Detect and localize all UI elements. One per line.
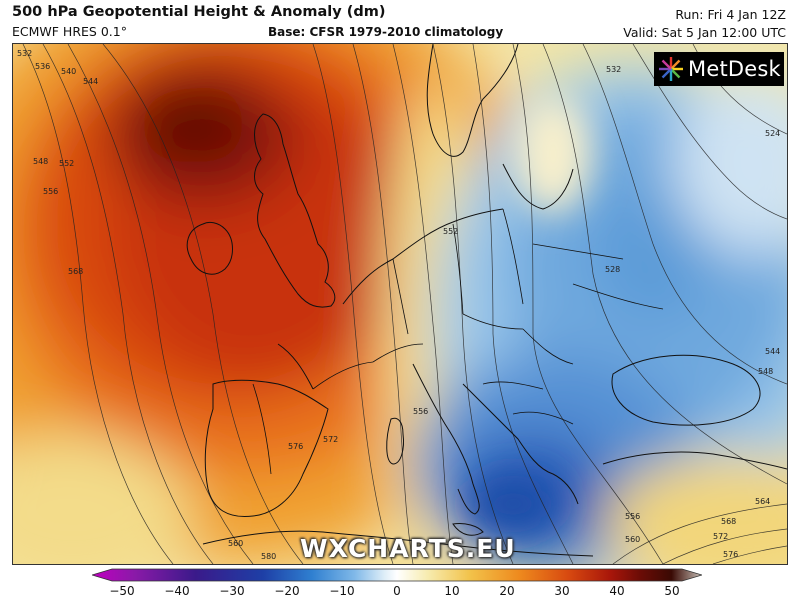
valid-time: Valid: Sat 5 Jan 12:00 UTC	[623, 25, 786, 40]
colorbar-tick: 40	[609, 584, 625, 598]
height-contours	[22, 44, 787, 564]
contour-label: 572	[323, 435, 338, 444]
contour-label: 556	[413, 407, 428, 416]
watermark: WXCHARTS.EU	[300, 534, 516, 563]
colorbar-tick: −10	[329, 584, 355, 598]
colorbar-tick: −50	[109, 584, 135, 598]
contour-label: 524	[765, 129, 780, 138]
contour-label: 548	[758, 367, 773, 376]
colorbar-tick: 50	[664, 584, 680, 598]
contour-label: 576	[288, 442, 303, 451]
run-time: Run: Fri 4 Jan 12Z	[675, 7, 786, 22]
contour-label: 544	[83, 77, 98, 86]
contour-label: 536	[35, 62, 50, 71]
country-borders	[252, 208, 664, 475]
colorbar-tick: −40	[164, 584, 190, 598]
coastlines	[186, 44, 787, 557]
colorbar-tick: 10	[444, 584, 460, 598]
contour-label: 572	[713, 532, 728, 541]
contour-label: 532	[606, 65, 621, 74]
contour-label: 576	[723, 550, 738, 559]
contour-label: 552	[59, 159, 74, 168]
climatology-base: Base: CFSR 1979-2010 climatology	[268, 25, 504, 39]
contour-label: 568	[68, 267, 83, 276]
anomaly-field	[13, 44, 787, 564]
colorbar-tick: 30	[554, 584, 570, 598]
contour-label-group: 532 536 540 544 548 552 556 568 552 556 …	[17, 49, 780, 561]
contour-label: 580	[261, 552, 276, 561]
colorbar-tick: 0	[393, 584, 401, 598]
contour-label: 548	[33, 157, 48, 166]
contour-label: 540	[61, 67, 76, 76]
contour-label: 560	[625, 535, 640, 544]
contour-label: 556	[43, 187, 58, 196]
colorbar-tick: −20	[274, 584, 300, 598]
chart-title: 500 hPa Geopotential Height & Anomaly (d…	[12, 4, 386, 20]
metdesk-logo: MetDesk	[654, 52, 784, 86]
contour-label: 552	[443, 227, 458, 236]
colorbar	[92, 568, 702, 582]
contour-label: 532	[17, 49, 32, 58]
contour-label: 528	[605, 265, 620, 274]
contour-label: 564	[755, 497, 770, 506]
colorbar-gradient	[92, 568, 702, 582]
contour-label: 568	[721, 517, 736, 526]
model-name: ECMWF HRES 0.1°	[12, 24, 127, 39]
contour-label: 556	[625, 512, 640, 521]
anomaly-map: 532 536 540 544 548 552 556 568 552 556 …	[12, 43, 788, 565]
colorbar-tick: 20	[499, 584, 515, 598]
logo-text: MetDesk	[688, 57, 781, 81]
map-svg: 532 536 540 544 548 552 556 568 552 556 …	[13, 44, 787, 564]
metdesk-star-icon	[659, 57, 683, 81]
contour-label: 544	[765, 347, 780, 356]
colorbar-ticks: −50 −40 −30 −20 −10 0 10 20 30 40 50	[0, 584, 800, 608]
colorbar-tick: −30	[219, 584, 245, 598]
contour-label: 560	[228, 539, 243, 548]
